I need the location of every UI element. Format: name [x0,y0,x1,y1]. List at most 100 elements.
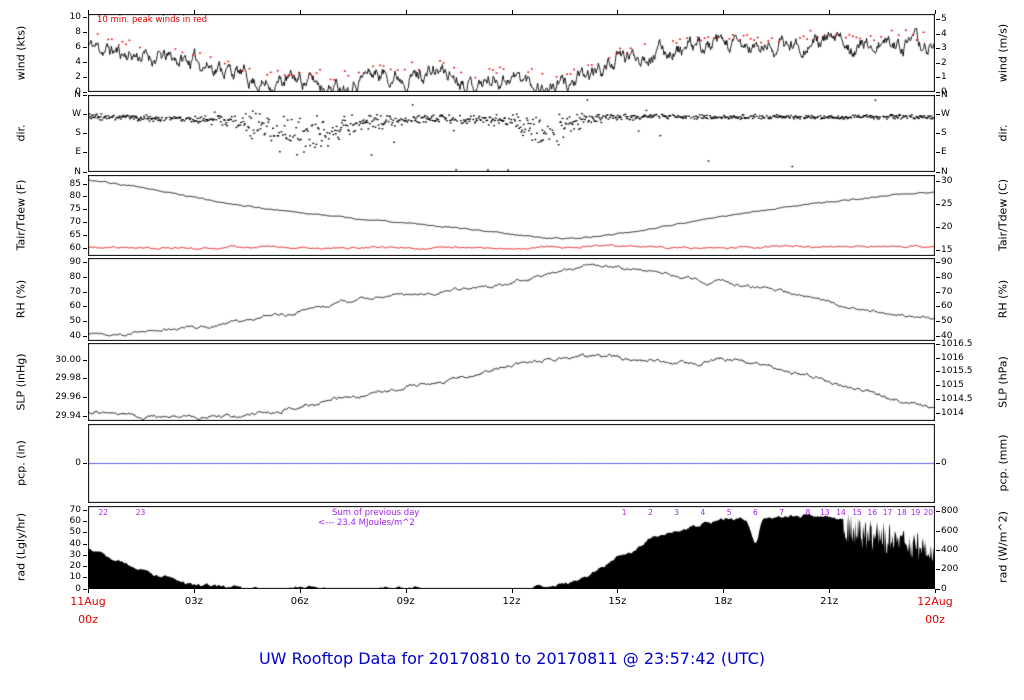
y-tick-mark [936,250,940,252]
y-tick-label: 60 [69,301,81,312]
y-tick-mark [936,463,940,464]
wind-left-axis-label: wind (kts) [14,25,28,81]
y-tick-mark [936,133,940,134]
y-tick-label: W [72,108,81,119]
x-tick-mark [405,589,407,593]
y-tick-label: 0 [941,458,947,468]
y-tick-mark [936,19,940,21]
y-tick-mark [936,171,940,173]
y-tick-mark [936,204,940,206]
y-tick-mark [83,521,87,523]
y-tick-mark [936,530,940,532]
y-tick-label: 40 [69,538,81,549]
y-tick-mark [83,261,87,263]
y-tick-label: 1014 [941,407,964,418]
radiation-left-axis-label: rad (Lgly/hr) [14,512,28,582]
y-tick-label: 0 [75,86,81,97]
y-tick-label: 2 [75,71,81,82]
sea-level-pressure-panel [88,343,935,421]
x-tick-label: 18z [714,596,733,607]
y-tick-label: 1 [941,72,947,83]
y-tick-mark [936,569,940,571]
y-tick-label: 800 [941,506,959,517]
y-tick-mark [83,171,87,173]
x-tick-mark [405,10,407,14]
y-tick-label: 0 [941,583,947,594]
y-tick-label: E [941,147,947,158]
rad-hour-mark: 3 [674,508,680,517]
x-start-hour-label: 00z [78,613,98,626]
y-tick-mark [83,152,87,154]
y-tick-mark [83,554,87,556]
y-tick-mark [83,588,87,590]
rad-hour-mark: 8 [805,508,811,517]
peak-wind-note: 10 min. peak winds in red [97,15,208,25]
x-tick-mark [193,589,195,593]
y-tick-label: 60 [69,516,81,527]
wind-chart-canvas [88,14,935,92]
y-tick-mark [83,234,87,236]
chart-title: UW Rooftop Data for 20170810 to 20170811… [258,649,766,668]
y-tick-label: 40 [69,331,81,342]
temperature-left-axis-label: Tair/Tdew (F) [14,179,28,251]
y-tick-label: 0 [941,86,947,97]
y-tick-label: 70 [69,286,81,297]
y-tick-label: 0 [75,458,81,468]
y-tick-mark [936,261,940,263]
rad-hour-mark: 20 [923,508,933,517]
y-tick-label: 20 [69,561,81,572]
y-tick-label: 75 [69,204,81,215]
x-tick-mark [511,589,513,593]
y-tick-mark [83,359,87,361]
humidity-right-axis-label: RH (%) [996,279,1010,319]
y-tick-mark [83,94,87,96]
y-tick-label: N [74,166,81,177]
x-tick-mark [935,10,936,14]
y-tick-mark [936,113,940,115]
x-start-date-label: 11Aug [70,595,106,608]
y-tick-label: 40 [941,331,953,342]
y-tick-mark [936,306,940,308]
y-tick-mark [936,152,940,154]
y-tick-label: 6 [75,41,81,52]
y-tick-mark [936,385,940,387]
y-tick-mark [936,588,940,590]
y-tick-label: 80 [69,191,81,202]
y-tick-label: 65 [69,229,81,240]
y-tick-mark [83,543,87,545]
y-tick-label: N [941,89,948,100]
y-tick-mark [83,321,87,323]
rad-hour-mark: 13 [820,508,830,517]
y-tick-label: 30.00 [55,354,81,365]
y-tick-mark [83,463,87,464]
wind-right-axis-label: wind (m/s) [996,23,1010,83]
y-tick-mark [83,46,87,48]
y-tick-label: 1014.5 [941,393,973,404]
sea-level-pressure-chart-canvas [88,343,935,421]
y-tick-label: 60 [941,301,953,312]
x-tick-mark [88,589,89,593]
y-tick-mark [83,577,87,579]
y-tick-label: 29.96 [55,392,81,403]
solar-radiation-panel: Sum of previous day <--- 23.4 MJoules/m^… [88,506,935,589]
temperature-chart-canvas [88,175,935,256]
y-tick-mark [936,357,940,359]
precip-right-axis-label: pcp. (mm) [996,434,1010,492]
rad-hour-mark: 17 [882,508,893,517]
x-tick-mark [617,589,619,593]
y-tick-mark [936,321,940,323]
y-tick-mark [936,291,940,293]
y-tick-mark [83,336,87,338]
rad-sum-note-line2: <--- 23.4 MJoules/m^2 [318,518,415,528]
y-tick-mark [83,378,87,380]
y-tick-mark [83,133,87,134]
radiation-right-axis-label: rad (W/m^2) [996,511,1010,583]
y-tick-label: 600 [941,525,959,536]
y-tick-mark [936,371,940,373]
y-tick-mark [83,113,87,115]
pressure-right-axis-label: SLP (hPa) [996,356,1010,408]
y-tick-label: 70 [941,286,953,297]
x-tick-mark [723,10,725,14]
y-tick-mark [936,336,940,338]
